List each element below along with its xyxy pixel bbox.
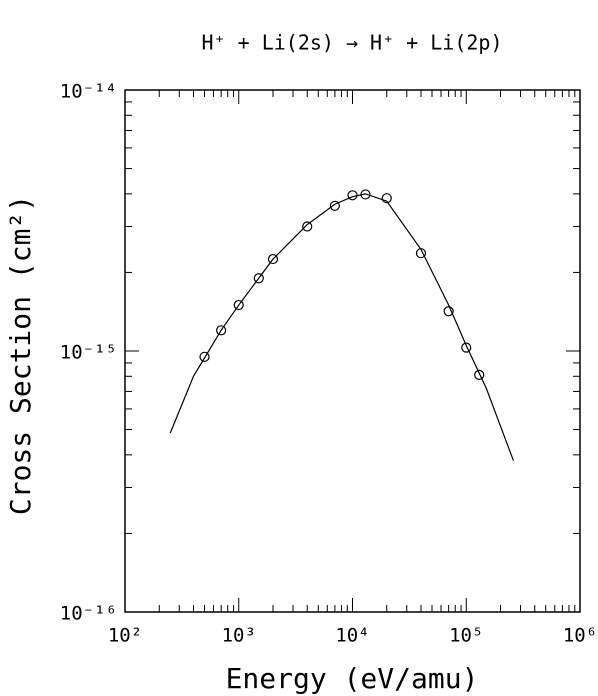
y-tick-label: 10⁻¹⁶	[60, 603, 117, 625]
y-axis-label: Cross Section (cm²)	[4, 195, 37, 515]
data-point	[199, 351, 210, 362]
y-tick-label: 10⁻¹⁴	[60, 81, 117, 103]
data-point	[474, 369, 485, 380]
x-tick-label: 10³	[222, 625, 256, 647]
fit-line	[169, 193, 515, 461]
plot-frame	[124, 89, 581, 613]
x-axis-label: Energy (eV/amu)	[226, 662, 479, 695]
y-tick-label: 10⁻¹⁵	[60, 342, 117, 364]
data-point	[267, 253, 279, 265]
data-point	[216, 325, 227, 336]
data-point	[253, 273, 264, 284]
data-point	[381, 193, 392, 204]
x-tick-label: 10⁶	[563, 625, 597, 647]
x-tick-label: 10²	[108, 625, 142, 647]
data-point	[233, 299, 244, 311]
data-point	[329, 200, 340, 211]
data-point	[302, 221, 313, 232]
chart-title: H⁺ + Li(2s) → H⁺ + Li(2p)	[201, 31, 502, 55]
data-point	[461, 342, 472, 353]
x-tick-label: 10⁴	[335, 625, 369, 647]
data-point	[443, 306, 454, 317]
x-tick-label: 10⁵	[449, 625, 483, 647]
